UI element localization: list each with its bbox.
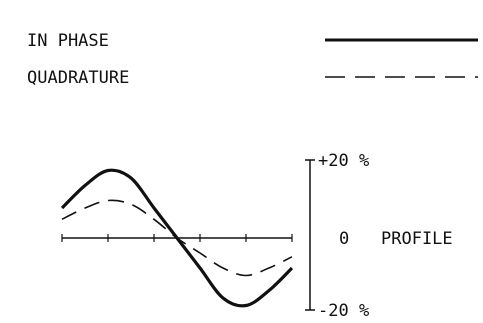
scale-bar — [305, 159, 315, 311]
scale-label-zero: 0 — [339, 229, 349, 249]
scale-label-bottom: -20 % — [318, 301, 369, 321]
baseline-ticks — [61, 234, 293, 242]
legend: IN PHASE QUADRATURE — [27, 31, 478, 88]
axis-title-profile: PROFILE — [381, 229, 453, 249]
legend-label-quadrature: QUADRATURE — [27, 68, 129, 88]
series-in-phase-line — [60, 168, 294, 308]
legend-label-in-phase: IN PHASE — [27, 31, 109, 51]
scale-label-top: +20 % — [318, 151, 369, 171]
